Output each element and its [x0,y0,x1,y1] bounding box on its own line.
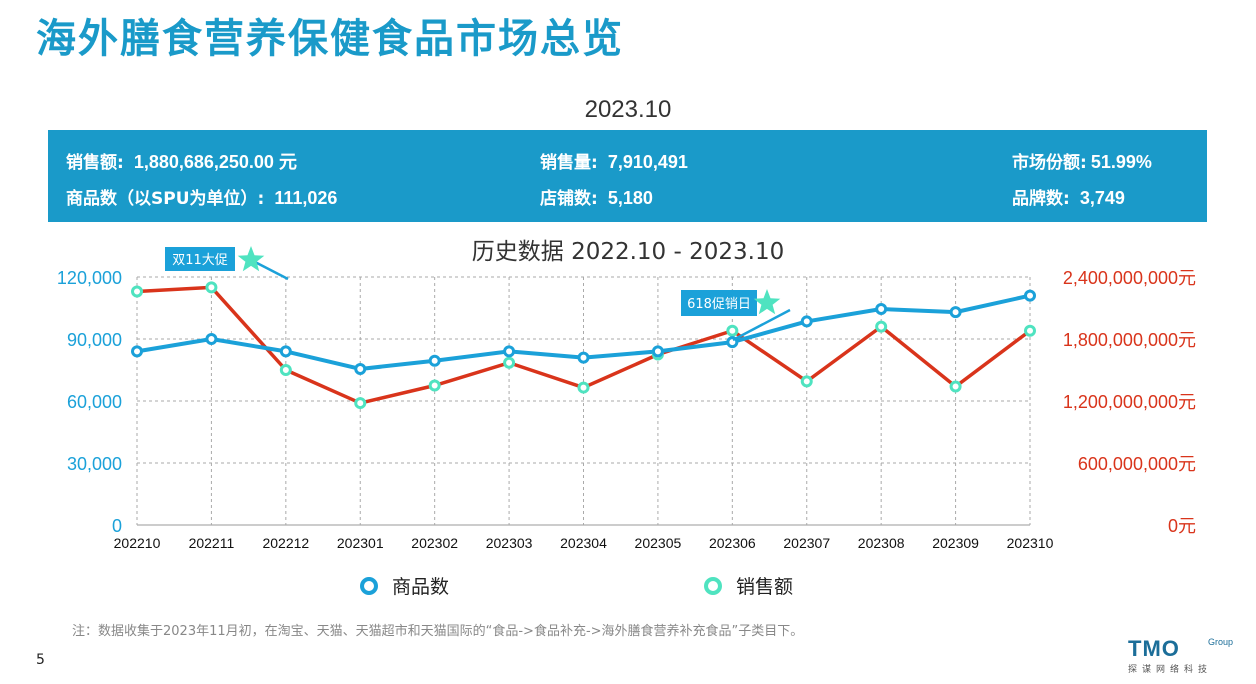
left-axis-tick-label: 120,000 [57,268,122,288]
products-point [577,351,590,364]
x-axis-tick-label: 202211 [189,535,235,551]
products-point [131,345,143,358]
stat-sales-volume: 销售量: 7,910,491 [540,148,688,173]
annotation-label: 618促销日 [687,297,751,312]
annotation-box [165,247,235,271]
left-axis-tick-label: 60,000 [67,392,122,412]
logo-group: Group [1208,637,1234,647]
products-point [354,362,367,375]
legend-label: 销售额 [736,576,794,598]
stat-market-share: 市场份额: 51.99% [1012,148,1152,173]
products-point [205,333,218,345]
right-axis-tick-label: 2,400,000,000元 [1063,268,1196,288]
sales-point [1024,324,1036,337]
legend-item-sales: 销售额 [704,572,793,599]
annotation-pointer [254,260,289,281]
stat-value: 51.99% [1090,152,1152,172]
stat-value: 3,749 [1079,188,1125,208]
sales-point [205,281,218,294]
x-axis-tick-label: 202210 [114,535,161,551]
sales-point [279,364,292,376]
stat-brand-count: 品牌数: 3,749 [1012,184,1125,209]
stats-band: 销售额: 1,880,686,250.00 元 销售量: 7,910,491 市场份… [48,130,1207,222]
x-axis-tick-label: 202302 [411,535,458,551]
chart-legend: 商品数 销售额 [360,572,820,598]
x-axis-tick-label: 202308 [858,535,905,551]
x-axis-tick-label: 202212 [262,535,309,551]
stat-store-count: 店铺数: 5,180 [540,184,653,209]
logo-subtitle: 探谋网络科技 [1128,665,1213,675]
x-axis-tick-label: 202304 [560,535,607,551]
left-axis-tick-label: 0 [112,516,122,536]
x-axis-tick-label: 202310 [1007,535,1054,551]
products-point [503,345,516,358]
stat-value: 7,910,491 [607,152,688,172]
stat-value: 1,880,686,250.00 元 [133,152,297,172]
annotation-box [681,290,757,316]
legend-swatch-sales [704,576,722,595]
sales-point [503,356,516,369]
footnote: 注：数据收集于2023年11月初，在淘宝、天猫、天猫超市和天猫国际的“食品->食… [72,624,804,639]
products-point [949,306,962,319]
left-axis-tick-label: 90,000 [67,330,122,350]
products-point [428,354,441,367]
sales-point [726,324,739,337]
right-axis-tick-label: 1,800,000,000元 [1063,330,1196,350]
annotation-label: 双11大促 [172,253,228,268]
sales-point [354,397,367,410]
products-point [651,345,664,358]
stat-value: 5,180 [607,188,653,208]
stat-label: 品牌数: [1012,189,1070,209]
x-axis-tick-label: 202305 [635,535,682,551]
sales-point [949,380,962,393]
sales-point [577,381,590,394]
right-axis-tick-label: 600,000,000元 [1078,454,1196,474]
stat-label: 销售额: [66,153,124,173]
sales-point [428,379,441,392]
stat-value: 111,026 [274,188,338,208]
sales-point [800,375,813,388]
sales-point [131,285,143,298]
left-axis-tick-label: 30,000 [67,454,122,474]
stat-label: 商品数（以SPU为单位）: [66,189,265,209]
legend-label: 商品数 [392,576,450,598]
legend-swatch-products [360,576,378,595]
x-axis-tick-label: 202307 [783,535,830,551]
stat-product-count: 商品数（以SPU为单位）: 111,026 [66,184,337,209]
x-axis-tick-label: 202301 [337,535,384,551]
products-point [875,303,888,316]
star-icon [237,246,265,272]
period-label: 2023.10 [584,96,672,123]
x-axis-tick-label: 202303 [486,535,533,551]
products-point [279,345,292,358]
annotation-pointer [732,308,791,342]
right-axis-tick-label: 0元 [1168,516,1196,536]
stat-label: 销售量: [540,153,598,173]
x-axis-tick-label: 202309 [932,535,979,551]
star-icon [753,289,781,315]
products-point [800,315,813,328]
chart-title: 历史数据 2022.10 - 2023.10 [471,239,785,265]
page-title: 海外膳食营养保健食品市场总览 [36,16,624,62]
page-number: 5 [36,652,45,668]
right-axis-tick-label: 1,200,000,000元 [1063,392,1196,412]
x-axis-tick-label: 202306 [709,535,756,551]
stat-label: 店铺数: [540,189,598,209]
sales-point [875,320,888,333]
products-point [1024,289,1036,302]
logo-mark: TMO [1128,636,1180,661]
company-logo: TMO Group 探谋网络科技 [1128,636,1238,676]
legend-item-products: 商品数 [360,572,449,599]
stat-sales-amount: 销售额: 1,880,686,250.00 元 [66,148,297,174]
stat-label: 市场份额: [1012,153,1087,173]
